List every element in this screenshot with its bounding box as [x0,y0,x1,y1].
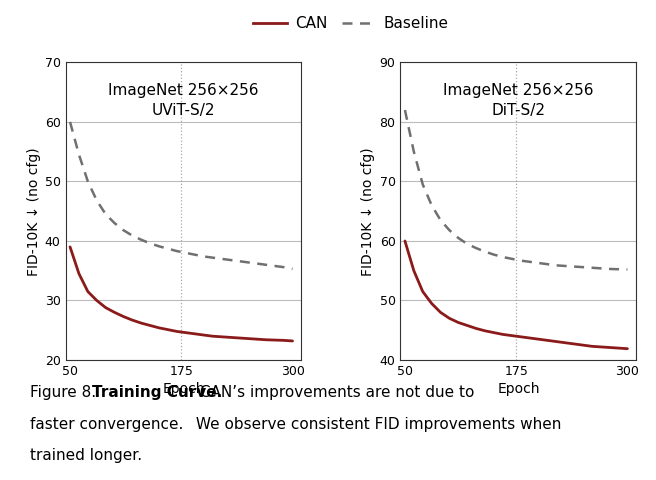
Text: Figure 8.: Figure 8. [30,385,108,400]
Text: trained longer.: trained longer. [30,448,142,463]
Text: ImageNet 256×256
DiT-S/2: ImageNet 256×256 DiT-S/2 [443,83,594,118]
Text: ImageNet 256×256
UViT-S/2: ImageNet 256×256 UViT-S/2 [108,83,258,118]
Text: Training Curve.: Training Curve. [92,385,222,400]
Legend: CAN, Baseline: CAN, Baseline [247,10,455,37]
Text: faster convergence.  We observe consistent FID improvements when: faster convergence. We observe consisten… [30,417,561,432]
X-axis label: Epoch: Epoch [497,382,540,396]
Y-axis label: FID-10K ↓ (no cfg): FID-10K ↓ (no cfg) [27,147,41,276]
X-axis label: Epoch: Epoch [162,382,205,396]
Text: CAN’s improvements are not due to: CAN’s improvements are not due to [195,385,475,400]
Y-axis label: FID-10K ↓ (no cfg): FID-10K ↓ (no cfg) [361,147,375,276]
